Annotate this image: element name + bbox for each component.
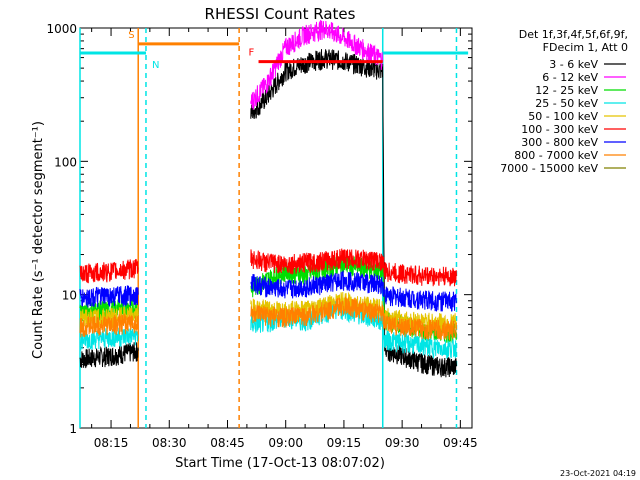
series-line-0 [79, 342, 139, 369]
series-line-7 [79, 313, 139, 338]
x-tick-label: 09:00 [268, 436, 303, 450]
y-axis-label: Count Rate (s⁻¹ detector segment⁻¹) [31, 121, 46, 359]
legend-label: 100 - 300 keV [521, 123, 598, 136]
y-tick-label: 1 [69, 422, 77, 436]
series-line-3 [79, 326, 139, 351]
x-tick-label: 08:30 [152, 436, 187, 450]
plot-area: 1 10 100 1000 08:15 08:30 08:45 09:00 09:15 09:30… [46, 20, 478, 450]
x-tick-label: 09:15 [327, 436, 362, 450]
legend-label: 7000 - 15000 keV [500, 162, 598, 175]
x-axis-label: Start Time (17-Oct-13 08:07:02) [175, 456, 385, 471]
y-tick-label: 100 [54, 155, 77, 169]
legend-header-line-1: Det 1f,3f,4f,5f,6f,9f, [519, 28, 628, 41]
series-line-7 [250, 296, 457, 341]
series-line-6 [250, 270, 457, 312]
legend-label: 3 - 6 keV [549, 58, 598, 71]
series-line-3 [250, 301, 457, 359]
legend-label: 300 - 800 keV [521, 136, 598, 149]
footer-date: 23-Oct-2021 04:19 [560, 469, 636, 478]
legend: Det 1f,3f,4f,5f,6f,9f, FDecim 1, Att 0 3… [500, 28, 628, 175]
series-line-0 [250, 48, 457, 378]
legend-header-line-2: FDecim 1, Att 0 [543, 41, 628, 54]
legend-label: 12 - 25 keV [535, 84, 598, 97]
legend-label: 50 - 100 keV [528, 110, 598, 123]
series-line-1 [250, 20, 384, 110]
series-line-5 [250, 248, 457, 287]
y-tick-label: 10 [62, 289, 77, 303]
segment-label: S [128, 30, 134, 41]
x-tick-label: 08:15 [94, 436, 129, 450]
legend-label: 6 - 12 keV [542, 71, 598, 84]
x-tick-label: 09:45 [443, 436, 478, 450]
segment-label: F [249, 48, 255, 59]
series-line-5 [79, 258, 139, 284]
series-line-6 [79, 285, 139, 308]
chart-title: RHESSI Count Rates [205, 5, 356, 23]
x-tick-label: 08:45 [210, 436, 245, 450]
x-tick-label: 09:30 [385, 436, 420, 450]
segment-label: N [152, 60, 159, 71]
legend-label: 800 - 7000 keV [514, 149, 598, 162]
y-tick-label: 1000 [46, 22, 77, 36]
legend-label: 25 - 50 keV [535, 97, 598, 110]
